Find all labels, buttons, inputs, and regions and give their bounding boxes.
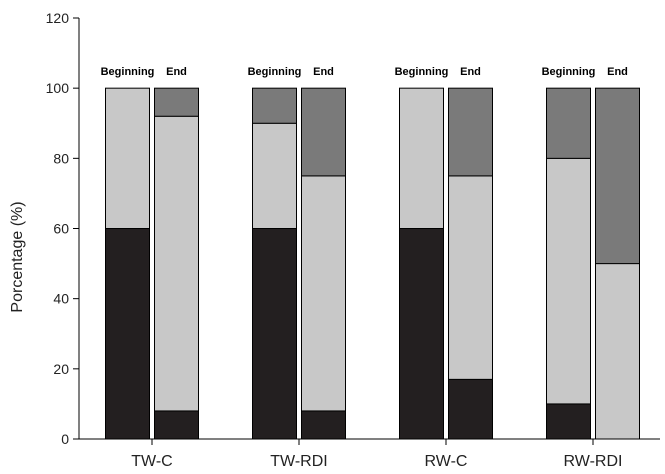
y-tick-label: 80 (53, 150, 69, 166)
bar-segment (252, 87, 297, 124)
x-category-label: RW-RDI (564, 453, 623, 470)
bar-segment (154, 410, 199, 440)
y-tick-label: 0 (61, 431, 69, 447)
bar-segment (252, 122, 297, 229)
bar-segment (448, 378, 493, 440)
bar-segment (595, 263, 640, 440)
bar-segment (301, 87, 346, 177)
bar-segment (448, 175, 493, 380)
x-category-label: TW-C (131, 453, 172, 470)
bar-label: End (166, 66, 187, 78)
bar-segment (546, 403, 591, 440)
bar-segment (154, 87, 199, 117)
x-category-label: RW-C (425, 453, 468, 470)
bar-segment (448, 87, 493, 177)
bar-label: Beginning (101, 66, 155, 78)
y-tick-label: 40 (53, 291, 69, 307)
y-tick-label: 60 (53, 221, 69, 237)
bar-segment (252, 228, 297, 440)
bar-label: End (607, 66, 628, 78)
y-axis-label: Porcentage (%) (9, 201, 26, 312)
bar-segment (301, 410, 346, 440)
bar-segment (399, 228, 444, 440)
bar-segment (301, 175, 346, 412)
y-tick-label: 20 (53, 361, 69, 377)
y-tick-label: 100 (46, 80, 70, 96)
bar-label: Beginning (542, 66, 596, 78)
bar-label: Beginning (248, 66, 302, 78)
bar-segment (105, 228, 150, 440)
bar-segment (105, 87, 150, 229)
bar-segment (154, 115, 199, 412)
y-tick-label: 120 (46, 10, 70, 26)
plot-area: 0 20 40 60 80 100 120 TW-C Beginning End TW-RDI Beg… (46, 10, 660, 470)
x-category-label: TW-RDI (270, 453, 327, 470)
bar-segment (546, 87, 591, 159)
bar-segment (595, 87, 640, 265)
bar-label: End (460, 66, 481, 78)
bar-segment (399, 87, 444, 229)
bar-segment (546, 157, 591, 405)
bar-label: Beginning (395, 66, 449, 78)
bar-label: End (313, 66, 334, 78)
